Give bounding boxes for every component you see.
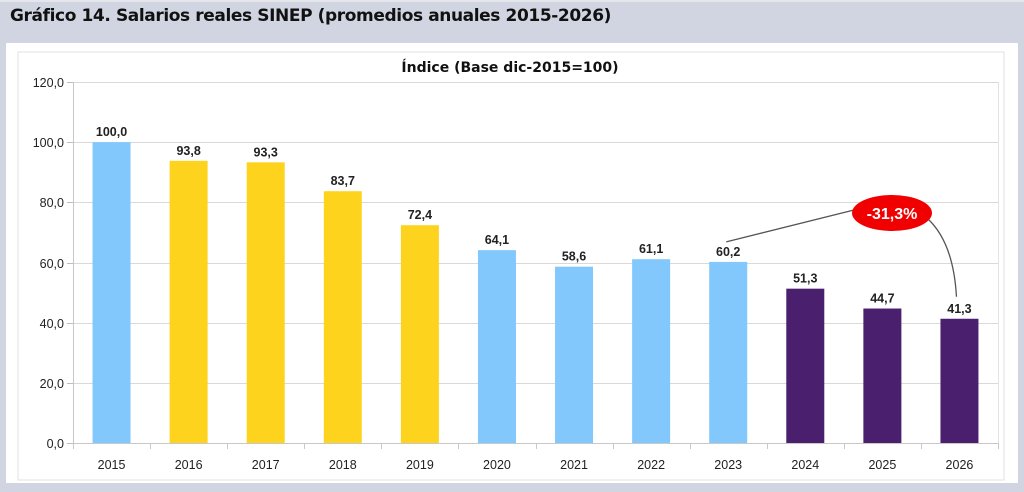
x-tick-label-2015: 2015: [98, 458, 126, 472]
x-tick-label-2023: 2023: [714, 458, 742, 472]
bar-2022: [632, 259, 671, 443]
data-label-2017: 93,3: [254, 145, 278, 159]
x-axis: 2015 2016 2017 2018 2019 2020 2021 2022 2023 2024…: [73, 443, 999, 472]
y-tick-label: 0,0: [47, 437, 64, 451]
x-tick-label-2019: 2019: [406, 458, 434, 472]
bar-2025: [863, 308, 902, 443]
annotation: -31,3%: [726, 195, 958, 297]
x-tick-label-2020: 2020: [483, 458, 511, 472]
data-label-2026: 41,3: [947, 302, 971, 316]
bar-2020: [477, 250, 516, 443]
x-tick-label-2017: 2017: [252, 458, 280, 472]
y-tick-label: 80,0: [40, 196, 64, 210]
y-tick-label: 40,0: [40, 317, 64, 331]
bar-2016: [169, 160, 208, 443]
chart-title: Índice (Base dic-2015=100): [401, 59, 618, 76]
data-label-2018: 83,7: [331, 174, 355, 188]
bar-2023: [709, 261, 748, 443]
bar-2026: [940, 318, 979, 443]
figure-title: Gráfico 14. Salarios reales SINEP (prome…: [10, 6, 612, 26]
data-label-2020: 64,1: [485, 233, 509, 247]
data-label-2023: 60,2: [716, 245, 740, 259]
bar-2021: [555, 266, 594, 443]
connector-line-right: [927, 218, 958, 297]
bar-2024: [786, 288, 825, 443]
x-tick-label-2016: 2016: [175, 458, 203, 472]
data-label-2019: 72,4: [408, 208, 432, 222]
x-tick-label-2026: 2026: [946, 458, 974, 472]
data-label-2022: 61,1: [639, 242, 663, 256]
y-tick-label: 100,0: [33, 136, 64, 150]
x-tick-label-2021: 2021: [560, 458, 588, 472]
bar-2015: [92, 142, 131, 443]
data-label-2015: 100,0: [96, 125, 127, 139]
bar-2018: [323, 191, 362, 443]
bar-2019: [400, 225, 439, 443]
x-tick-label-2025: 2025: [868, 458, 896, 472]
change-badge-label: -31,3%: [867, 206, 918, 223]
x-tick-label-2022: 2022: [637, 458, 665, 472]
gridlines: [73, 82, 998, 384]
data-label-2024: 51,3: [793, 272, 817, 286]
y-tick-label: 20,0: [40, 377, 64, 391]
x-tick-label-2024: 2024: [791, 458, 819, 472]
data-label-2016: 93,8: [176, 144, 200, 158]
top-border: [0, 0, 1024, 2]
bar-2017: [246, 162, 285, 443]
y-tick-label: 60,0: [40, 257, 64, 271]
data-label-2021: 58,6: [562, 250, 586, 264]
y-axis: 0,0 20,0 40,0 60,0 80,0 100,0 120,0: [33, 76, 999, 451]
change-badge: [852, 195, 932, 231]
plot-area-frame: [17, 51, 1005, 481]
bars: 100,0 93,8 93,3 83,7 72,4 64,1 58,6 61,1 60,2 51,…: [92, 125, 979, 443]
y-tick-label: 120,0: [33, 76, 64, 90]
data-label-2025: 44,7: [870, 292, 894, 306]
x-tick-label-2018: 2018: [329, 458, 357, 472]
connector-line-left: [726, 209, 855, 243]
